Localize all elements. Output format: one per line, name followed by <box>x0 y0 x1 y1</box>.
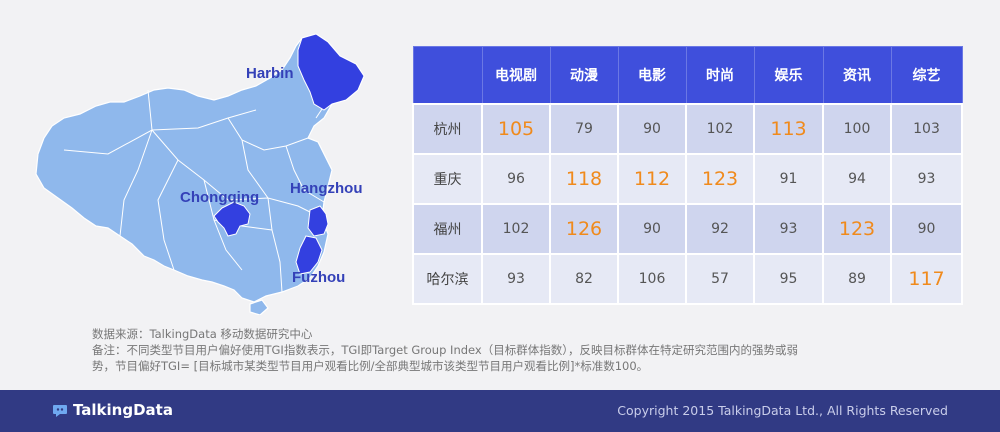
row-city-label: 福州 <box>412 203 483 255</box>
table-cell: 93 <box>753 203 824 255</box>
table-cell: 123 <box>822 203 892 255</box>
table-cell: 90 <box>617 103 687 155</box>
table-row: 哈尔滨 93 82 106 57 95 89 117 <box>412 253 963 305</box>
table-cell: 102 <box>685 103 755 155</box>
footer-bar: TalkingData Copyright 2015 TalkingData L… <box>0 390 1000 432</box>
table-row: 福州 102 126 90 92 93 123 90 <box>412 203 963 255</box>
table-cell: 106 <box>617 253 687 305</box>
fuzhou-region <box>295 235 323 275</box>
tgi-table: 电视剧 动漫 电影 时尚 娱乐 资讯 综艺 杭州 105 79 90 102 113 100… <box>412 46 963 305</box>
hangzhou-region <box>307 205 329 237</box>
header-cell: 时尚 <box>685 46 755 105</box>
map-label-hangzhou: Hangzhou <box>290 180 363 197</box>
china-map: Harbin Chongqing Hangzhou Fuzhou <box>28 30 398 315</box>
header-corner <box>412 46 483 105</box>
table-row: 重庆 96 118 112 123 91 94 93 <box>412 153 963 205</box>
table-cell: 123 <box>685 153 755 205</box>
table-cell: 96 <box>481 153 551 205</box>
table-cell: 103 <box>890 103 963 155</box>
table-cell: 94 <box>822 153 892 205</box>
table-cell: 105 <box>481 103 551 155</box>
table-header-row: 电视剧 动漫 电影 时尚 娱乐 资讯 综艺 <box>412 46 963 105</box>
header-cell: 娱乐 <box>753 46 824 105</box>
hainan-island <box>249 299 269 315</box>
table-cell: 79 <box>549 103 619 155</box>
table-cell: 91 <box>753 153 824 205</box>
table-cell: 89 <box>822 253 892 305</box>
table-cell: 57 <box>685 253 755 305</box>
row-city-label: 哈尔滨 <box>412 253 483 305</box>
table-cell: 117 <box>890 253 963 305</box>
map-label-harbin: Harbin <box>246 65 294 82</box>
table-cell: 102 <box>481 203 551 255</box>
remark-line-2: 势，节目偏好TGI= [目标城市某类型节目用户观看比例/全部典型城市该类型节目用… <box>92 359 649 373</box>
table-cell: 90 <box>617 203 687 255</box>
table-cell: 95 <box>753 253 824 305</box>
header-cell: 动漫 <box>549 46 619 105</box>
footer-copyright: Copyright 2015 TalkingData Ltd., All Rig… <box>617 403 948 418</box>
table-row: 杭州 105 79 90 102 113 100 103 <box>412 103 963 155</box>
map-label-chongqing: Chongqing <box>180 189 259 206</box>
footer-brand: TalkingData <box>73 401 173 419</box>
remark-line-1: 备注：不同类型节目用户偏好使用TGI指数表示，TGI即Target Group … <box>92 343 798 357</box>
header-cell: 资讯 <box>822 46 892 105</box>
map-label-fuzhou: Fuzhou <box>292 269 345 286</box>
table-cell: 126 <box>549 203 619 255</box>
table-cell: 118 <box>549 153 619 205</box>
source-note: 数据来源：TalkingData 移动数据研究中心 <box>92 327 313 341</box>
row-city-label: 重庆 <box>412 153 483 205</box>
table-cell: 113 <box>753 103 824 155</box>
table-cell: 93 <box>481 253 551 305</box>
table-cell: 93 <box>890 153 963 205</box>
header-cell: 电视剧 <box>481 46 551 105</box>
table-cell: 90 <box>890 203 963 255</box>
table-cell: 112 <box>617 153 687 205</box>
notes: 数据来源：TalkingData 移动数据研究中心 备注：不同类型节目用户偏好使… <box>92 326 972 374</box>
table-cell: 92 <box>685 203 755 255</box>
header-cell: 综艺 <box>890 46 963 105</box>
header-cell: 电影 <box>617 46 687 105</box>
footer-logo: TalkingData <box>52 401 173 419</box>
talkingdata-logo-icon <box>53 405 67 417</box>
harbin-region <box>297 33 365 111</box>
table-cell: 82 <box>549 253 619 305</box>
china-map-svg: Harbin Chongqing Hangzhou Fuzhou <box>35 33 365 315</box>
chongqing-region <box>213 201 251 237</box>
row-city-label: 杭州 <box>412 103 483 155</box>
table-cell: 100 <box>822 103 892 155</box>
